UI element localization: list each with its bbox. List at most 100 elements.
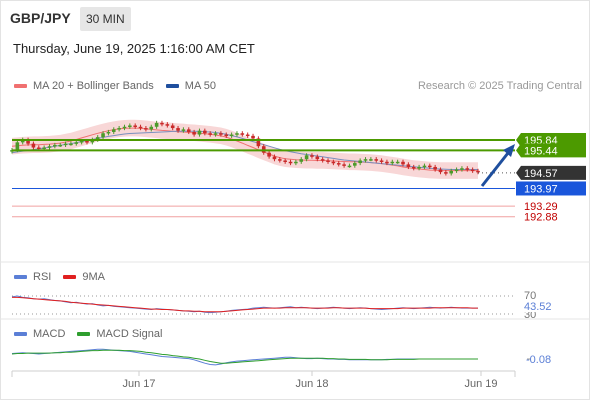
candle-body (149, 126, 154, 130)
candle-body (476, 170, 480, 173)
candle-body (90, 139, 95, 143)
candle-body (74, 142, 79, 144)
candle-body (47, 146, 52, 148)
candle-body (229, 134, 234, 137)
macd-signal-swatch (77, 332, 91, 336)
candle-body (363, 159, 368, 161)
candle-body (138, 126, 143, 129)
rsi-swatch (14, 275, 27, 279)
symbol-title: GBP/JPY (10, 10, 71, 26)
candle-body (181, 129, 186, 131)
candle-body (208, 133, 212, 135)
candle-body (224, 134, 229, 137)
candle-body (117, 128, 121, 130)
timeframe-badge[interactable]: 30 MIN (80, 7, 131, 31)
candle-body (460, 168, 464, 170)
candle-body (438, 169, 443, 173)
candle-body (411, 166, 416, 169)
ma20-line (11, 127, 478, 172)
bollinger-band (12, 119, 478, 179)
macd-legend-label: MACD (33, 328, 66, 340)
candle-body (235, 133, 239, 135)
x-tick-label: Jun 19 (464, 378, 497, 390)
candle-body (53, 144, 57, 147)
candle-body (165, 124, 170, 126)
candle-body (353, 163, 357, 166)
price-legend: MA 20 + Bollinger Bands MA 50 (14, 80, 216, 92)
candle-body (283, 160, 287, 162)
candle-body (395, 161, 400, 164)
candle-body (369, 159, 373, 161)
candle-body (186, 129, 191, 132)
candle-body (101, 133, 105, 138)
candle-body (176, 128, 180, 131)
rsi-legend: RSI 9MA (14, 271, 105, 283)
candle-body (433, 166, 437, 170)
candle-body (192, 131, 196, 135)
candle-body (347, 165, 352, 168)
macd-swatch (14, 332, 27, 336)
candle-body (406, 164, 411, 167)
ma20-swatch (14, 84, 27, 88)
candle-body (401, 161, 405, 165)
candle-body (240, 133, 245, 135)
candle-body (385, 161, 389, 164)
candle-body (69, 143, 73, 146)
candle-body (170, 125, 175, 129)
candle-body (58, 144, 63, 147)
level-label-resistance: 195.44 (524, 145, 558, 157)
ma50-swatch (165, 84, 179, 88)
rsi-value-bg (520, 299, 570, 312)
level-tag-resistance (516, 143, 586, 158)
candle-body (15, 142, 20, 151)
candle-body (331, 161, 336, 164)
macd-value-label: -0.08 (526, 354, 551, 366)
projection-arrow-head (503, 144, 515, 157)
level-label-pivot: 193.97 (524, 183, 558, 195)
research-credit: Research © 2025 Trading Central (417, 80, 582, 92)
candle-body (154, 122, 159, 127)
candle-body (197, 130, 202, 135)
x-tick-label: Jun 17 (122, 378, 155, 390)
candle-body (342, 164, 346, 166)
level-label-current: 194.57 (524, 168, 558, 180)
ma50-legend-label: MA 50 (184, 80, 216, 92)
candle-body (465, 168, 470, 170)
rsi-ma9-legend-label: 9MA (82, 271, 105, 283)
candle-body (422, 165, 427, 168)
candle-body (20, 139, 25, 143)
candle-body (299, 159, 304, 162)
candle-body (390, 161, 395, 164)
candle-body (203, 130, 207, 134)
candle-body (336, 163, 341, 165)
candle-body (310, 155, 314, 157)
projection-arrow-shaft (480, 152, 510, 187)
candle-body (63, 143, 68, 146)
chart-datetime: Thursday, June 19, 2025 1:16:00 AM CET (13, 41, 255, 56)
rsi-ma9-swatch (63, 275, 77, 279)
candle-body (245, 134, 250, 137)
macd-signal-legend-label: MACD Signal (96, 328, 163, 340)
x-tick-label: Jun 18 (295, 378, 328, 390)
candle-body (294, 161, 298, 164)
candle-body (26, 139, 30, 144)
candle-body (122, 126, 127, 129)
macd-signal-line (11, 349, 478, 364)
candle-body (304, 155, 309, 160)
candle-body (454, 169, 459, 172)
candle-body (213, 133, 218, 135)
candle-body (256, 138, 261, 147)
level-tag-current (516, 165, 586, 180)
candle-body (31, 143, 36, 148)
level-label-support: 192.88 (524, 212, 558, 224)
candle-body (111, 129, 116, 132)
candle-body (79, 141, 84, 143)
candle-body (288, 161, 293, 164)
rsi-legend-label: RSI (33, 271, 52, 283)
candle-body (278, 159, 282, 161)
candle-body (379, 160, 384, 162)
ma20-legend-label: MA 20 + Bollinger Bands (33, 80, 154, 92)
rsi-ma9-line (12, 296, 478, 313)
level-tag-pivot (516, 181, 586, 196)
